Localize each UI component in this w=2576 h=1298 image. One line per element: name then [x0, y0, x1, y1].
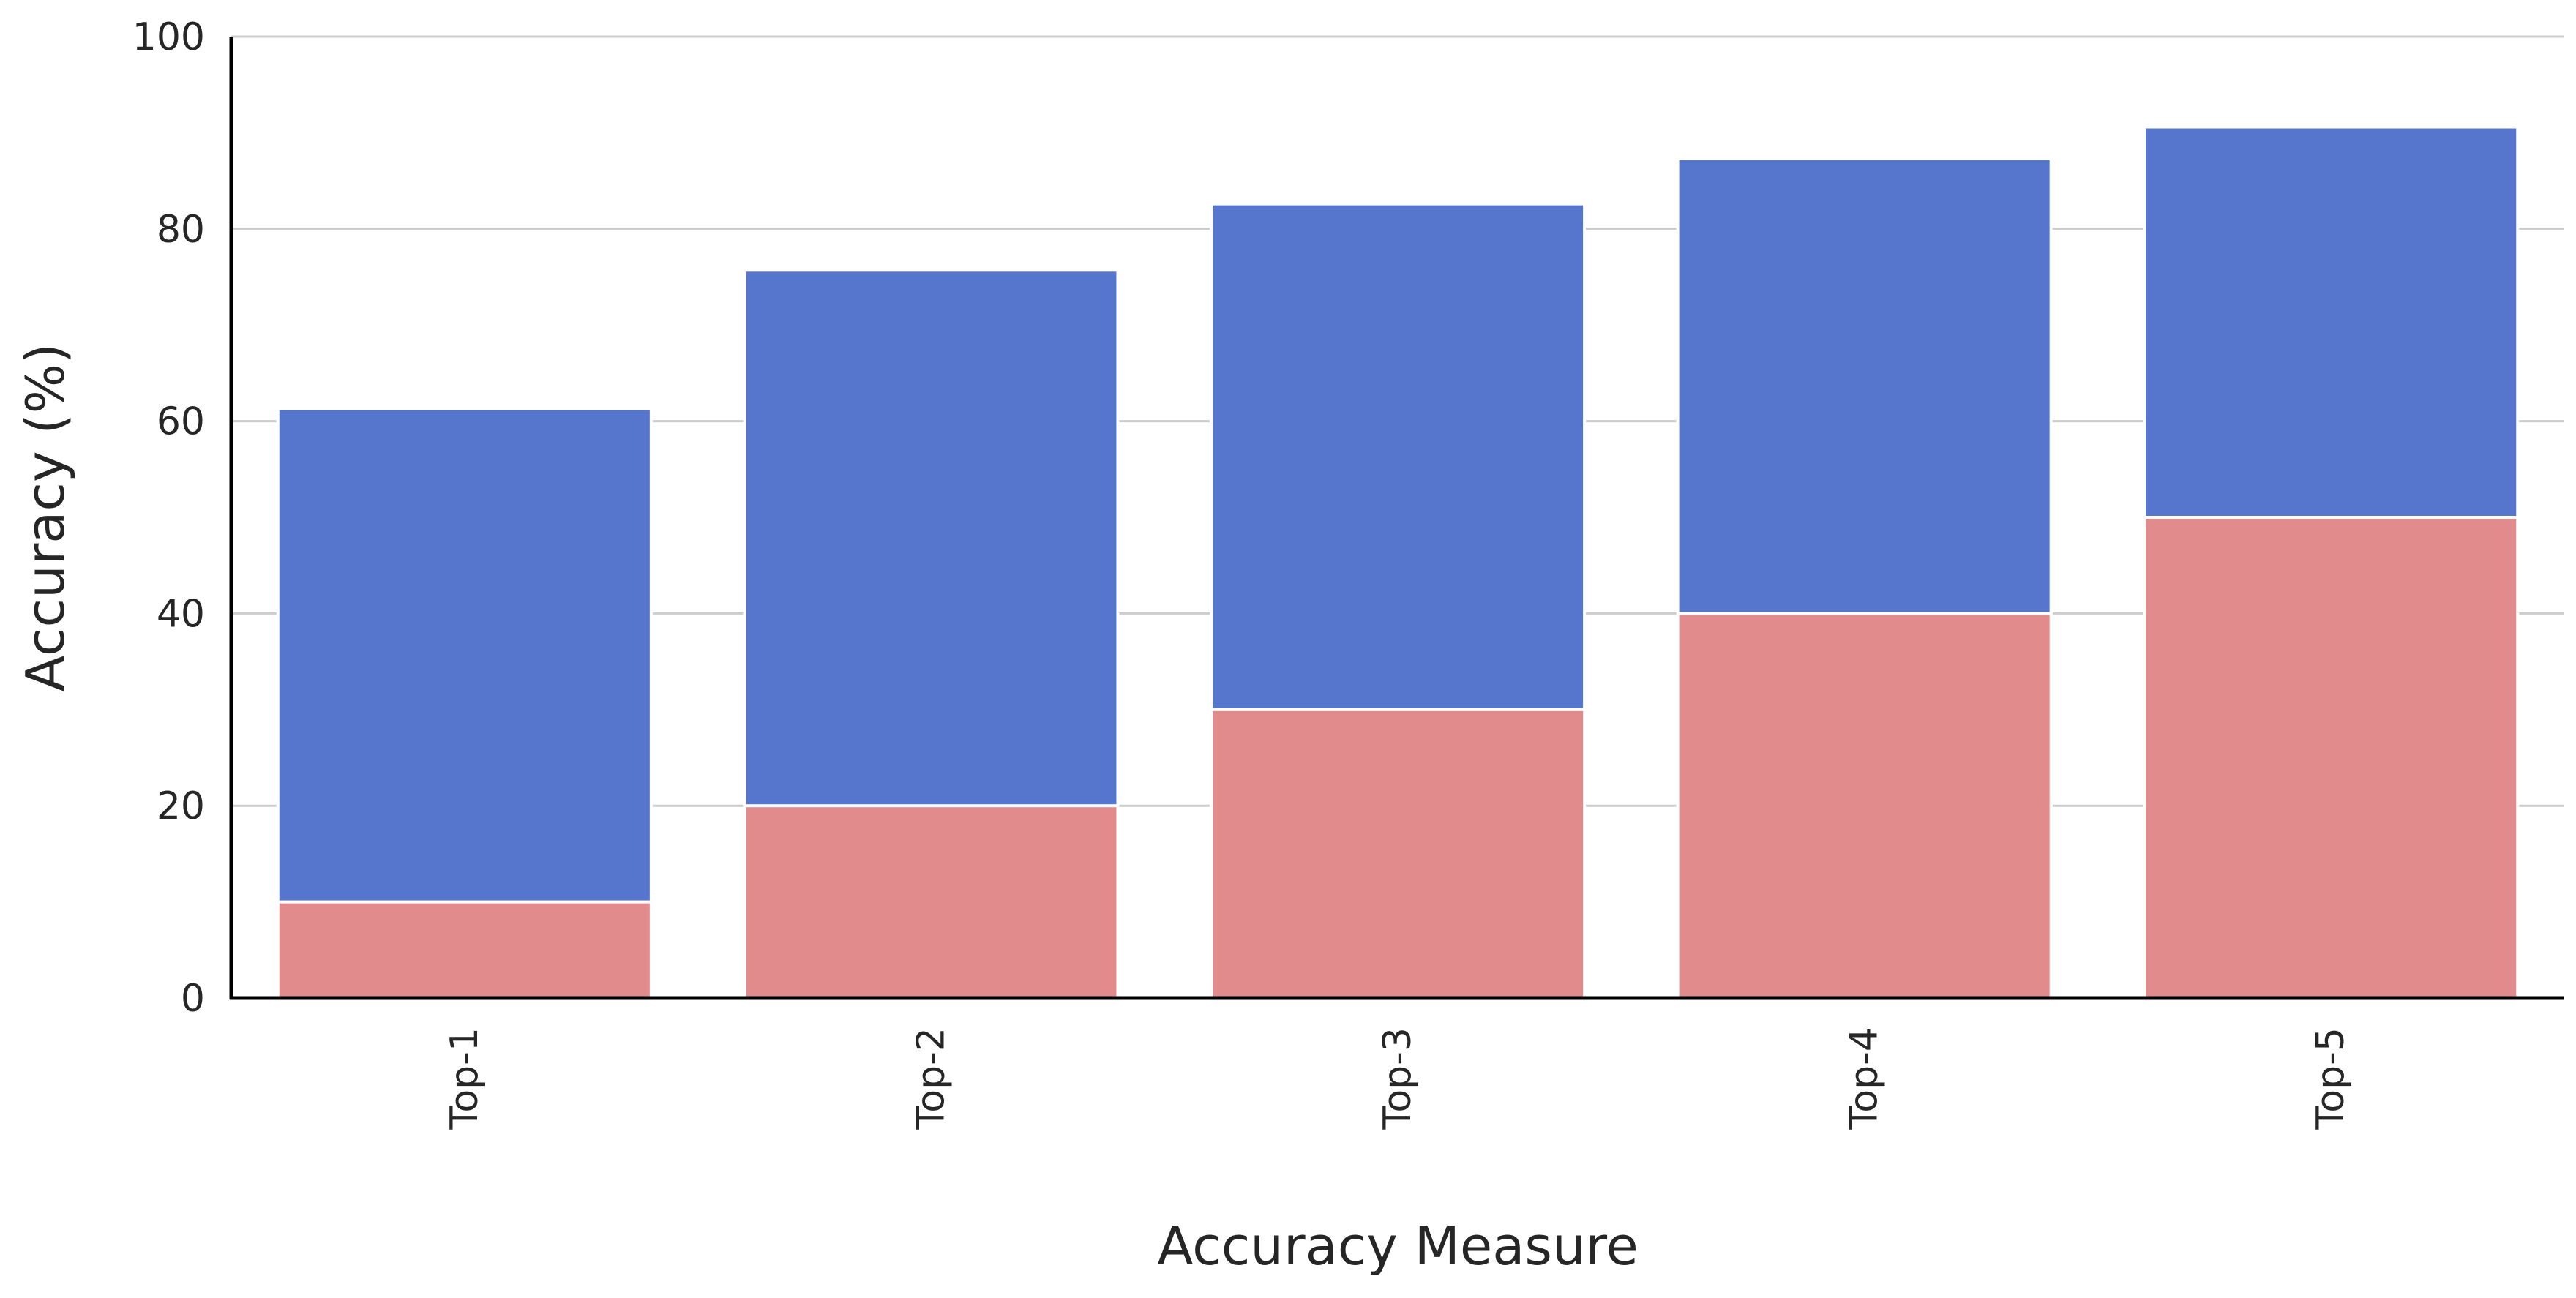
y-tick-label: 80 — [157, 208, 205, 252]
y-tick-label: 20 — [157, 784, 205, 828]
x-tick-label: Top-3 — [1376, 1027, 1420, 1130]
bar-series-2-top-3 — [1209, 708, 1587, 999]
x-tick-labels: Top-1 Top-2 Top-3 Top-4 Top-5 — [443, 1027, 2353, 1130]
y-axis-title: Accuracy (%) — [15, 343, 76, 691]
bar-series-2-top-4 — [1676, 612, 2053, 999]
y-tick-label: 100 — [132, 15, 205, 59]
bars — [276, 125, 2520, 1000]
bar-series-2-top-2 — [743, 804, 1120, 999]
x-tick-label: Top-4 — [1843, 1027, 1887, 1130]
y-tick-label: 0 — [181, 977, 205, 1021]
x-tick-label: Top-2 — [909, 1027, 953, 1130]
x-tick-label: Top-5 — [2309, 1027, 2353, 1130]
y-tick-labels: 0 20 40 60 80 100 — [132, 15, 205, 1021]
x-axis-title: Accuracy Measure — [1157, 1215, 1639, 1277]
y-tick-label: 40 — [157, 592, 205, 636]
bar-series-2-top-5 — [2143, 516, 2520, 999]
y-tick-label: 60 — [157, 400, 205, 444]
x-tick-label: Top-1 — [443, 1027, 487, 1130]
bar-series-2-top-1 — [276, 900, 653, 999]
